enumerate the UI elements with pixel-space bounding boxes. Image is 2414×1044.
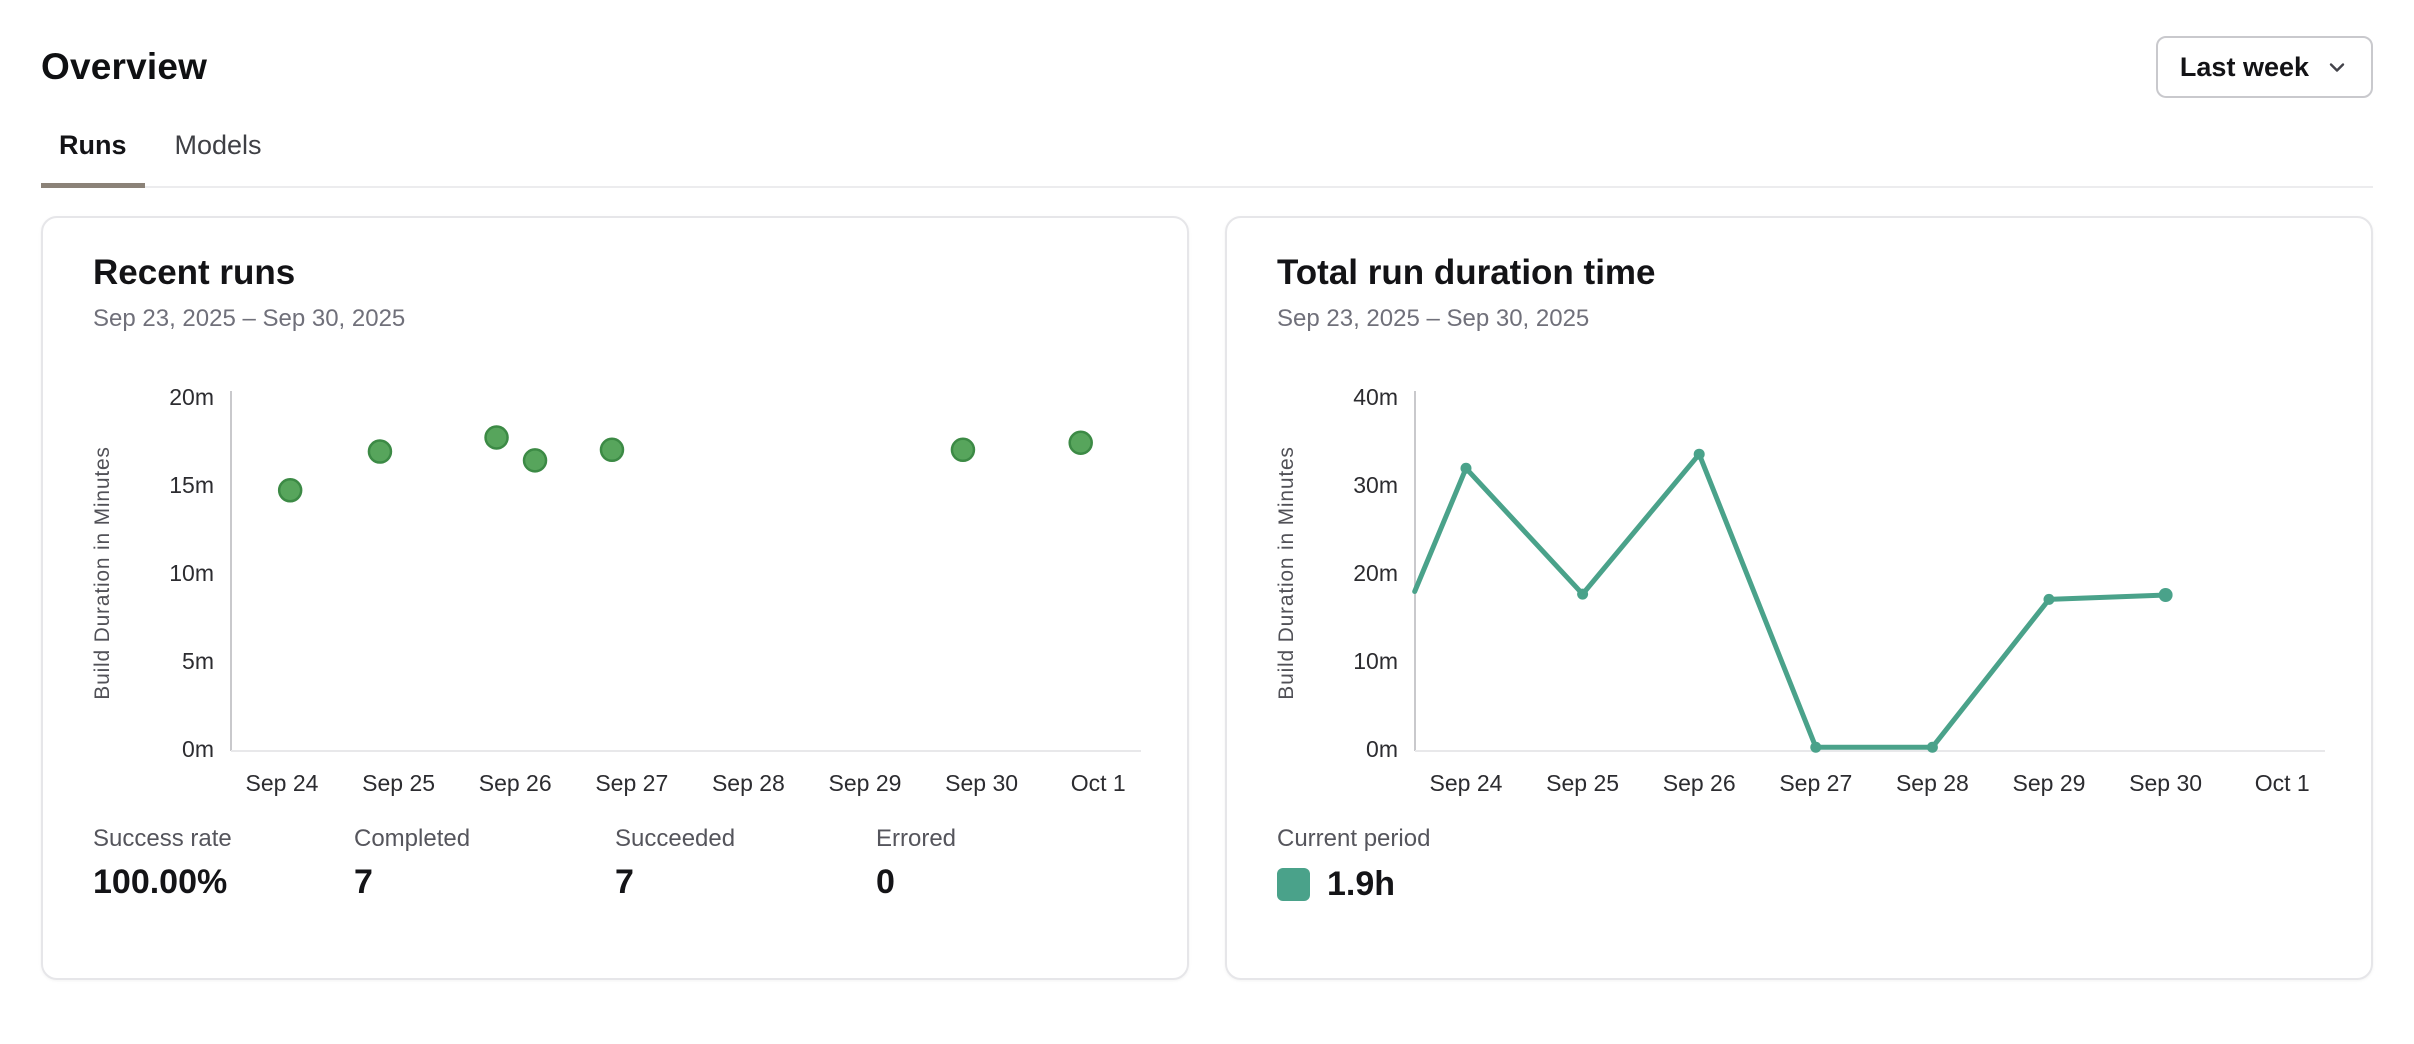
period-selector[interactable]: Last week bbox=[2155, 36, 2373, 98]
stats-row: Success rate 100.00% Completed 7 Succeed… bbox=[93, 825, 1137, 902]
tab-bar: Runs Models bbox=[41, 130, 2373, 188]
x-tick-label: Sep 30 bbox=[945, 770, 1018, 796]
y-tick-label: 0m bbox=[182, 736, 214, 762]
x-tick-label: Sep 30 bbox=[2129, 770, 2202, 796]
x-tick-label: Sep 27 bbox=[595, 770, 668, 796]
stat-label: Errored bbox=[876, 824, 957, 852]
line-point bbox=[1693, 448, 1705, 460]
stat-success-rate: Success rate 100.00% bbox=[93, 825, 354, 902]
stat-value: 7 bbox=[615, 862, 634, 901]
x-tick-label: Sep 28 bbox=[1896, 770, 1969, 796]
card-title: Total run duration time bbox=[1277, 253, 1656, 292]
scatter-point bbox=[950, 437, 976, 462]
x-tick-label: Sep 27 bbox=[1779, 770, 1852, 796]
stat-value: 0 bbox=[876, 862, 895, 901]
stat-succeeded: Succeeded 7 bbox=[615, 825, 876, 902]
line-point bbox=[2158, 587, 2173, 602]
stat-value: 7 bbox=[354, 862, 373, 901]
stat-completed: Completed 7 bbox=[354, 825, 615, 902]
cards-row: Recent runs Sep 23, 2025 – Sep 30, 2025 … bbox=[41, 216, 2373, 980]
legend-swatch bbox=[1277, 867, 1310, 901]
scatter-point bbox=[484, 424, 509, 450]
total-duration-card: Total run duration time Sep 23, 2025 – S… bbox=[1225, 216, 2373, 980]
scatter-point bbox=[367, 438, 393, 464]
stat-value: 100.00% bbox=[93, 862, 228, 901]
y-tick-label: 5m bbox=[182, 648, 214, 674]
x-tick-label: Sep 25 bbox=[1546, 770, 1619, 796]
y-tick-label: 0m bbox=[1366, 736, 1398, 762]
period-selector-label: Last week bbox=[2179, 51, 2309, 82]
scatter-point bbox=[1068, 430, 1093, 455]
legend-label: Current period bbox=[1277, 824, 1431, 852]
overview-page: Overview Last week Runs Models Recent ru… bbox=[41, 0, 2373, 980]
page-title: Overview bbox=[41, 46, 208, 87]
scatter-point bbox=[277, 477, 303, 503]
scatter-point bbox=[599, 437, 625, 462]
stat-label: Completed bbox=[354, 824, 471, 852]
line-point bbox=[1577, 588, 1589, 600]
stat-label: Success rate bbox=[93, 824, 232, 852]
total-duration-chart: Build Duration in Minutes 0m 10m 20m 30m 40m S… bbox=[1277, 385, 2325, 801]
chart-legend: Current period 1.9h bbox=[1277, 825, 2321, 904]
x-tick-label: Oct 1 bbox=[2255, 770, 2310, 796]
x-tick-label: Sep 29 bbox=[829, 770, 902, 796]
x-tick-label: Sep 29 bbox=[2013, 770, 2086, 796]
card-title: Recent runs bbox=[93, 253, 296, 292]
y-axis-title: Build Duration in Minutes bbox=[93, 446, 114, 699]
y-tick-label: 20m bbox=[169, 385, 214, 410]
y-tick-label: 10m bbox=[169, 560, 214, 586]
scatter-chart-svg: Build Duration in Minutes 0m 5m 10m 15m 20m Se… bbox=[93, 385, 1141, 796]
x-tick-label: Sep 26 bbox=[1663, 770, 1736, 796]
recent-runs-chart: Build Duration in Minutes 0m 5m 10m 15m 20m Se… bbox=[93, 385, 1141, 801]
line-point bbox=[1460, 462, 1472, 474]
x-tick-label: Sep 28 bbox=[712, 770, 785, 796]
y-axis-title: Build Duration in Minutes bbox=[1277, 446, 1298, 699]
legend-row: 1.9h bbox=[1277, 865, 2321, 904]
page-header: Overview Last week bbox=[41, 0, 2373, 98]
line-point bbox=[2043, 593, 2055, 605]
scatter-point bbox=[522, 447, 548, 473]
y-tick-label: 20m bbox=[1353, 560, 1398, 586]
x-tick-label: Sep 24 bbox=[1430, 770, 1503, 796]
recent-runs-card: Recent runs Sep 23, 2025 – Sep 30, 2025 … bbox=[41, 216, 1189, 980]
chevron-down-icon bbox=[2325, 55, 2349, 79]
stat-errored: Errored 0 bbox=[876, 825, 1137, 902]
x-tick-label: Sep 24 bbox=[246, 770, 319, 796]
tab-models[interactable]: Models bbox=[174, 130, 262, 160]
line-point bbox=[1810, 741, 1822, 753]
x-tick-label: Sep 25 bbox=[362, 770, 435, 796]
y-tick-label: 10m bbox=[1353, 648, 1398, 674]
stat-label: Succeeded bbox=[615, 824, 736, 852]
legend-value: 1.9h bbox=[1327, 864, 1396, 903]
line-series bbox=[1412, 451, 2169, 750]
tab-runs[interactable]: Runs bbox=[41, 130, 145, 188]
y-tick-label: 15m bbox=[169, 472, 214, 498]
card-date-range: Sep 23, 2025 – Sep 30, 2025 bbox=[1277, 304, 1590, 332]
line-chart-svg: Build Duration in Minutes 0m 10m 20m 30m 40m S… bbox=[1277, 385, 2325, 796]
y-tick-label: 40m bbox=[1353, 385, 1398, 410]
card-date-range: Sep 23, 2025 – Sep 30, 2025 bbox=[93, 304, 406, 332]
y-tick-label: 30m bbox=[1353, 472, 1398, 498]
x-tick-label: Oct 1 bbox=[1071, 770, 1126, 796]
x-tick-label: Sep 26 bbox=[479, 770, 552, 796]
line-point bbox=[1926, 741, 1938, 753]
